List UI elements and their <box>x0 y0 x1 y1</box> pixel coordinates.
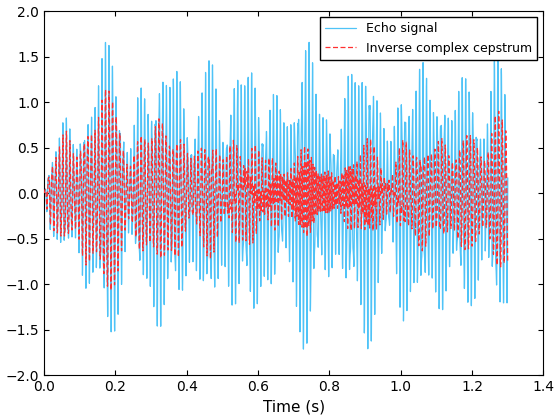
Inverse complex cepstrum <box>108 288 114 293</box>
Inverse complex cepstrum <box>64 218 71 223</box>
Inverse complex cepstrum <box>41 191 48 196</box>
Echo signal <box>320 155 327 160</box>
Line: Echo signal: Echo signal <box>44 42 508 349</box>
Echo signal <box>127 164 134 169</box>
Inverse complex cepstrum <box>320 189 327 194</box>
Inverse complex cepstrum <box>459 159 466 164</box>
Inverse complex cepstrum <box>393 163 399 168</box>
Inverse complex cepstrum <box>505 260 511 265</box>
Echo signal <box>300 346 307 352</box>
Inverse complex cepstrum <box>127 164 134 169</box>
Echo signal <box>41 191 48 196</box>
Line: Inverse complex cepstrum: Inverse complex cepstrum <box>44 89 508 290</box>
Echo signal <box>306 40 312 45</box>
Inverse complex cepstrum <box>102 87 109 92</box>
Echo signal <box>459 140 466 145</box>
Echo signal <box>211 284 218 289</box>
X-axis label: Time (s): Time (s) <box>263 399 325 415</box>
Echo signal <box>64 225 71 230</box>
Echo signal <box>393 209 399 214</box>
Echo signal <box>505 175 511 180</box>
Inverse complex cepstrum <box>211 190 218 195</box>
Legend: Echo signal, Inverse complex cepstrum: Echo signal, Inverse complex cepstrum <box>320 17 537 60</box>
